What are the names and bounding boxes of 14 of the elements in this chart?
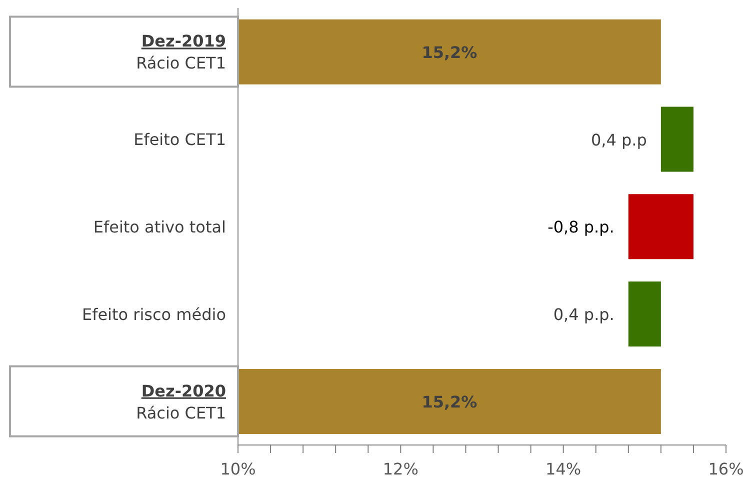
data-label: 15,2% (422, 42, 478, 62)
y-tick-label: Dez-2020 Rácio CET1 (136, 381, 226, 422)
data-label: 15,2% (422, 392, 478, 412)
y-tick-label: Efeito risco médio (82, 304, 226, 324)
y-tick-label: Efeito CET1 (134, 130, 226, 150)
y-tick-label: Efeito ativo total (93, 218, 226, 236)
x-tick-label: 10% (220, 459, 256, 478)
x-tick-label: 16% (708, 459, 743, 478)
x-tick-label: 14% (546, 459, 582, 478)
y-tick-label: Dez-2019 Rácio CET1 (136, 32, 226, 73)
x-tick-label: 12% (382, 459, 418, 478)
data-label: 0,4 p.p. (553, 305, 614, 324)
data-label: -0,8 p.p. (548, 218, 614, 237)
data-label: 0,4 p.p (590, 130, 647, 150)
